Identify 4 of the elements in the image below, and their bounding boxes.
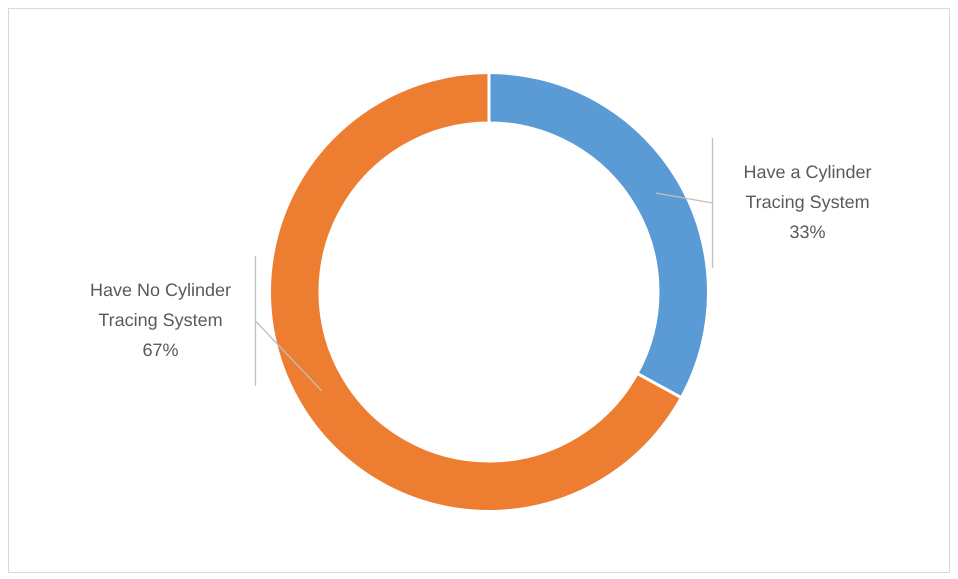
data-label: 67% <box>142 340 179 360</box>
slice-label: Have a Cylinder Tracing System <box>743 162 872 212</box>
data-label: 33% <box>789 222 826 242</box>
slice-label: Have No Cylinder Tracing System <box>90 280 232 330</box>
